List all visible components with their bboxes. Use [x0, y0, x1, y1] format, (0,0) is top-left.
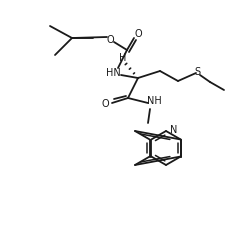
Text: O: O: [134, 29, 142, 39]
Text: H: H: [119, 53, 127, 63]
Text: NH: NH: [147, 96, 161, 106]
Text: S: S: [194, 67, 200, 77]
Text: O: O: [101, 99, 109, 109]
Text: O: O: [106, 35, 114, 45]
Text: N: N: [170, 125, 177, 135]
Text: HN: HN: [106, 68, 120, 78]
